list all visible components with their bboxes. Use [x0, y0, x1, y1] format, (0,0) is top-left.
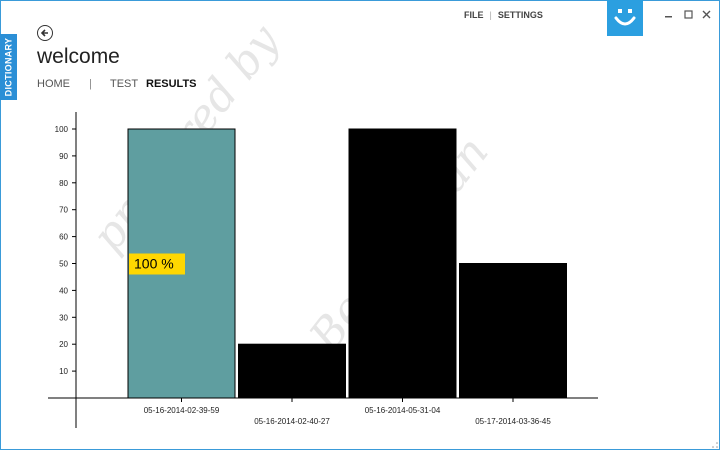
x-tick-label-3: 05-17-2014-03-36-45 — [475, 417, 551, 426]
selected-value-label: 100 % — [134, 256, 174, 272]
y-tick-label-50: 50 — [59, 260, 68, 269]
y-tick-label-70: 70 — [59, 206, 68, 215]
minimize-icon — [665, 16, 672, 18]
x-tick-label-1: 05-16-2014-02-40-27 — [254, 417, 330, 426]
back-button[interactable] — [37, 25, 53, 41]
bar-3[interactable] — [459, 263, 567, 399]
bar-2[interactable] — [348, 128, 457, 399]
nav-results[interactable]: RESULTS — [146, 78, 197, 90]
maximize-button[interactable] — [684, 10, 693, 22]
close-icon — [702, 10, 711, 19]
menu-file[interactable]: FILE — [464, 10, 484, 20]
menu-settings[interactable]: SETTINGS — [497, 10, 543, 20]
y-tick-label-20: 20 — [59, 340, 68, 349]
page-title: welcome — [37, 45, 120, 68]
x-tick-label-0: 05-16-2014-02-39-59 — [144, 406, 220, 415]
minimize-button[interactable] — [664, 10, 673, 22]
x-tick-label-2: 05-16-2014-05-31-04 — [365, 406, 441, 415]
y-tick-label-90: 90 — [59, 152, 68, 161]
smiley-icon — [614, 9, 636, 26]
nav-test[interactable]: TEST — [110, 78, 139, 90]
y-tick-label-30: 30 — [59, 313, 68, 322]
nav-home[interactable]: HOME — [37, 78, 70, 90]
y-tick-label-10: 10 — [59, 367, 68, 376]
app-logo — [607, 0, 643, 36]
resize-grip-icon[interactable] — [710, 440, 718, 448]
selected-value-badge — [129, 253, 185, 275]
y-tick-label-80: 80 — [59, 179, 68, 188]
nav-separator: | — [89, 78, 92, 90]
y-tick-label-100: 100 — [55, 125, 69, 134]
menu-separator: | — [489, 10, 492, 20]
back-arrow-icon — [40, 29, 48, 37]
close-button[interactable] — [702, 10, 711, 22]
y-tick-label-60: 60 — [59, 233, 68, 242]
bar-1[interactable] — [238, 343, 346, 399]
dictionary-side-tab[interactable]: DICTIONARY — [0, 34, 17, 100]
maximize-icon — [684, 10, 693, 19]
y-tick-label-40: 40 — [59, 286, 68, 295]
top-menu: FILE | SETTINGS — [464, 10, 543, 20]
